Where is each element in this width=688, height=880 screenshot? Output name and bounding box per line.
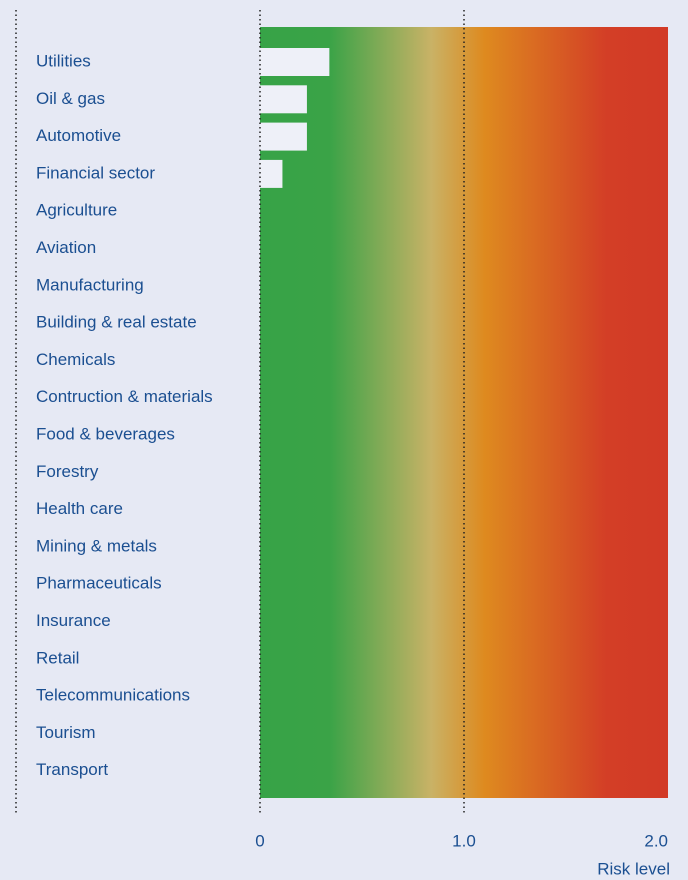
category-label: Forestry — [36, 462, 99, 481]
x-axis-label: Risk level — [597, 859, 670, 878]
category-label: Aviation — [36, 238, 96, 257]
category-label: Pharmaceuticals — [36, 574, 162, 593]
category-label: Tourism — [36, 723, 96, 742]
category-label: Health care — [36, 499, 123, 518]
x-tick-label: 1.0 — [452, 831, 476, 850]
category-label: Food & beverages — [36, 424, 175, 443]
category-label: Retail — [36, 648, 79, 667]
category-label: Manufacturing — [36, 275, 144, 294]
category-label: Financial sector — [36, 163, 155, 182]
bar — [260, 122, 307, 151]
category-label: Automotive — [36, 126, 121, 145]
bar — [260, 159, 283, 188]
category-label: Chemicals — [36, 350, 115, 369]
category-label: Agriculture — [36, 201, 117, 220]
category-label: Insurance — [36, 611, 111, 630]
risk-gradient — [260, 27, 668, 798]
category-label: Mining & metals — [36, 536, 157, 555]
category-label: Transport — [36, 760, 108, 779]
x-tick-label: 2.0 — [644, 831, 668, 850]
category-label: Contruction & materials — [36, 387, 213, 406]
category-label: Telecommunications — [36, 686, 190, 705]
x-tick-label: 0 — [255, 831, 264, 850]
bar — [260, 85, 307, 114]
category-label: Oil & gas — [36, 89, 105, 108]
category-label: Building & real estate — [36, 313, 197, 332]
bar — [260, 48, 330, 76]
category-label: Utilities — [36, 51, 91, 70]
